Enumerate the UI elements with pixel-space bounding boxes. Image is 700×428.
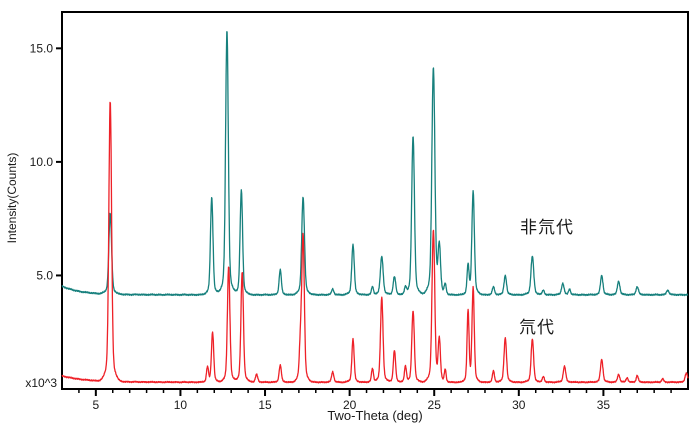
x-tick-label: 5 — [92, 398, 99, 412]
y-tick-label: 10.0 — [30, 155, 54, 169]
plot-frame — [61, 11, 689, 390]
series-label-deuterated: 氘代 — [519, 318, 555, 337]
x-tick-label: 30 — [512, 398, 526, 412]
y-axis-multiplier-label: x10^3 — [25, 376, 57, 390]
x-tick-label: 20 — [343, 398, 357, 412]
y-tick-label: 15.0 — [30, 41, 54, 55]
x-tick-label: 25 — [428, 398, 442, 412]
x-tick-label: 15 — [258, 398, 272, 412]
x-tick-label: 35 — [597, 398, 611, 412]
x-axis-title: Two-Theta (deg) — [327, 408, 422, 423]
trace-non-deuterated — [61, 31, 689, 297]
y-axis-title: Intensity(Counts) — [5, 153, 19, 244]
trace-deuterated — [61, 101, 689, 384]
series-label-non-deuterated: 非氘代 — [520, 218, 574, 237]
y-tick-label: 5.0 — [36, 268, 53, 282]
x-tick-label: 10 — [174, 398, 188, 412]
